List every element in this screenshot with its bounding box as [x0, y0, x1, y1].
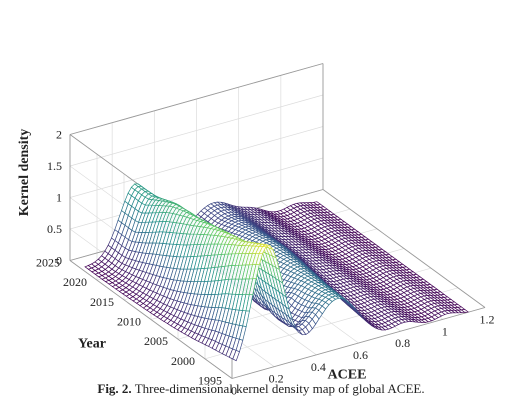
axis-line [69, 63, 324, 135]
y-tick-label: 2020 [63, 275, 87, 289]
z-tick-label: 0 [56, 254, 62, 268]
axis-line [231, 307, 486, 379]
x-tick-label: 0.8 [395, 336, 410, 350]
x-tick-label: 1 [442, 324, 448, 338]
z-tick-label: 2 [56, 128, 62, 142]
y-tick-label: 2000 [171, 354, 195, 368]
x-tick-label: 1.2 [480, 313, 495, 327]
x-tick-label: 0.2 [269, 372, 284, 386]
x-tick-label: 0.4 [311, 360, 326, 374]
y-tick-label: 2005 [144, 334, 168, 348]
y-tick-label: 2015 [90, 295, 114, 309]
grid-line [69, 94, 324, 167]
axis-line [322, 189, 486, 308]
caption-label: Fig. 2. [97, 381, 132, 396]
y-axis-title: Year [78, 337, 106, 352]
caption-text: Three-dimensional kernel density map of … [134, 381, 425, 396]
figure-caption: Fig. 2. Three-dimensional kernel density… [0, 381, 522, 397]
z-axis-title: Kernel density [17, 129, 32, 217]
z-tick-label: 0.5 [47, 222, 62, 236]
y-tick-label: 2010 [117, 315, 141, 329]
surface-cell [460, 309, 469, 313]
y-tick-label: 1995 [198, 374, 222, 388]
grid-line [69, 126, 324, 198]
z-tick-label: 1.5 [47, 159, 62, 173]
axis-ticks: 00.511.52199520002005201020152020202500.… [36, 128, 495, 398]
x-tick-label: 0.6 [353, 348, 368, 362]
z-tick-label: 1 [56, 191, 62, 205]
x-axis-title: ACEE [328, 368, 367, 383]
density-surface [84, 183, 469, 362]
y-tick-label: 2025 [36, 256, 60, 270]
axis-line [69, 260, 233, 379]
x-tick-label: 0 [231, 384, 237, 398]
grid-line [69, 157, 324, 230]
